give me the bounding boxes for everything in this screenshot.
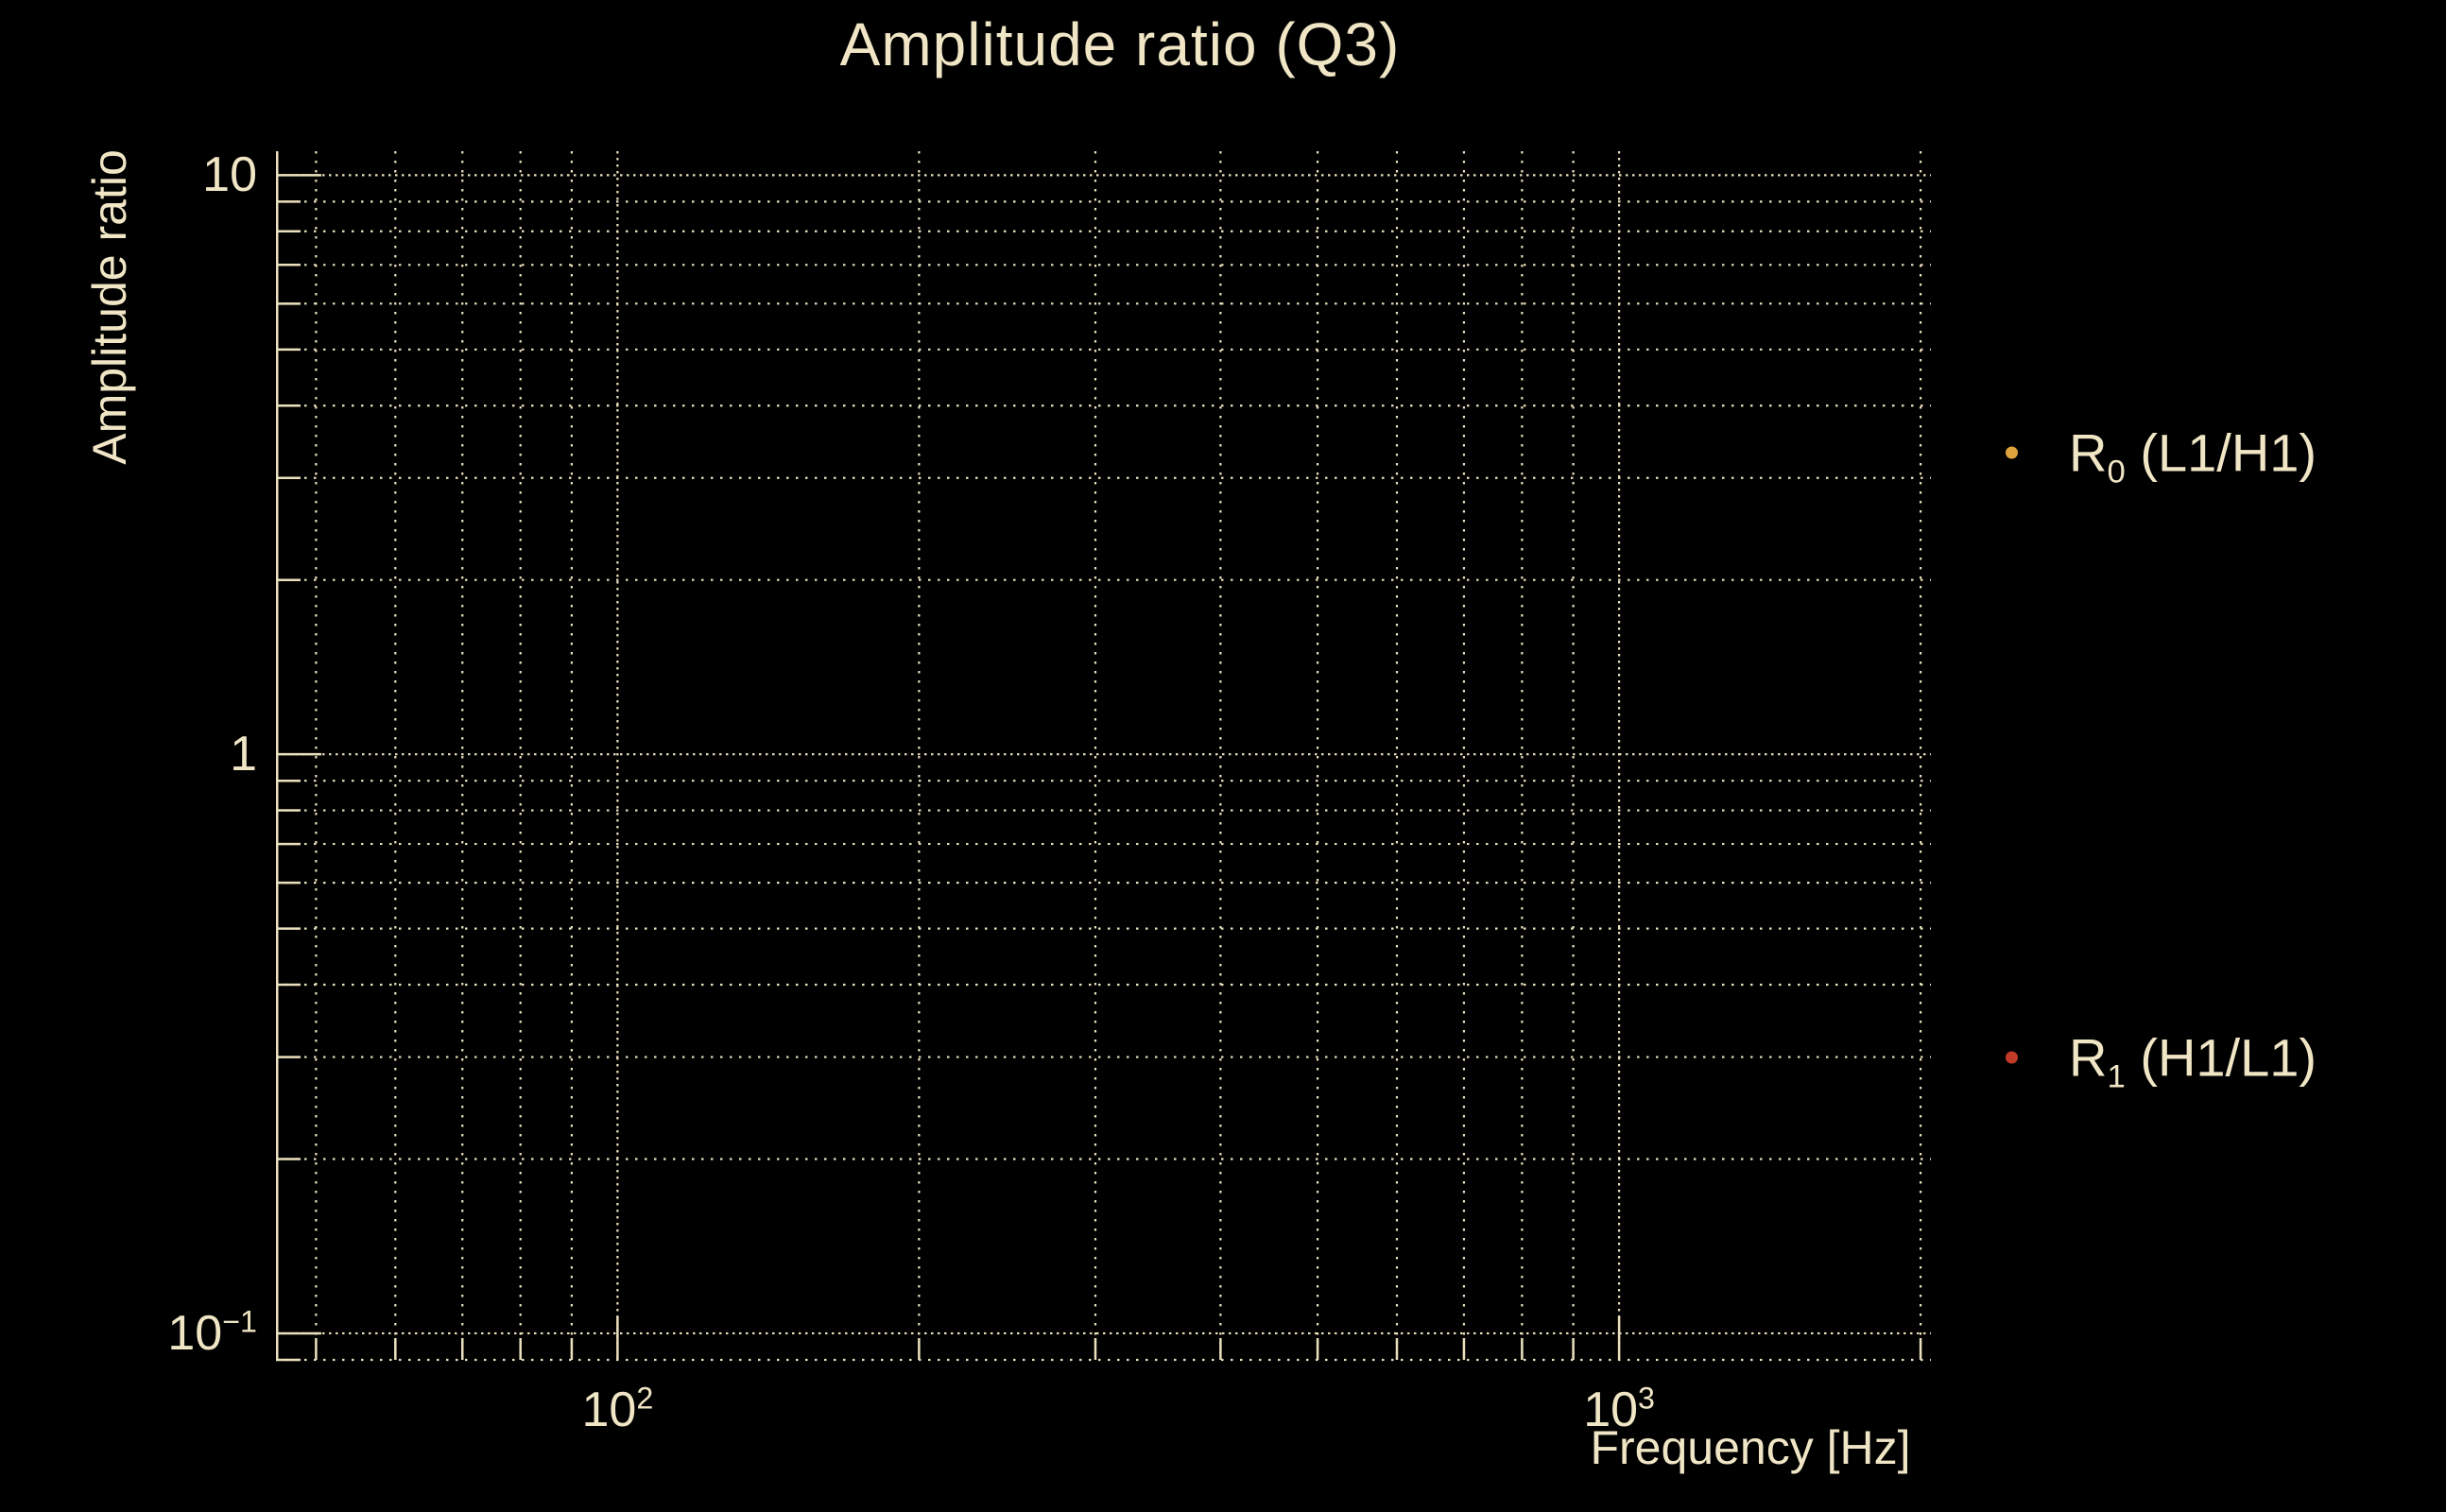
legend-label: R0 (L1/H1) — [2069, 422, 2317, 490]
legend-entry-r1: R1 (H1/L1) — [2006, 1027, 2317, 1094]
y-axis-label: Amplitude ratio — [83, 149, 136, 465]
x-tick-label: 103 — [1583, 1381, 1655, 1437]
chart-title: Amplitude ratio (Q3) — [839, 10, 1401, 78]
legend-marker-dot-icon — [2006, 446, 2018, 459]
x-axis-label: Frequency [Hz] — [1590, 1421, 1911, 1474]
legend-label-rest: (H1/L1) — [2125, 1027, 2317, 1088]
legend-label-sub: 0 — [2107, 454, 2126, 490]
legend-label-main: R — [2069, 1027, 2108, 1088]
y-tick-label: 10−1 — [167, 1304, 257, 1361]
y-tick-label: 1 — [230, 727, 257, 782]
plot-area — [276, 151, 1931, 1362]
legend-label-rest: (L1/H1) — [2125, 422, 2317, 483]
x-tick-label: 102 — [581, 1381, 654, 1437]
legend-marker-dot-icon — [2006, 1051, 2018, 1064]
legend-label: R1 (H1/L1) — [2069, 1027, 2317, 1094]
legend-entry-r0: R0 (L1/H1) — [2006, 422, 2317, 490]
y-tick-label: 10 — [202, 147, 257, 203]
legend-label-sub: 1 — [2107, 1058, 2126, 1095]
legend-label-main: R — [2069, 422, 2108, 483]
